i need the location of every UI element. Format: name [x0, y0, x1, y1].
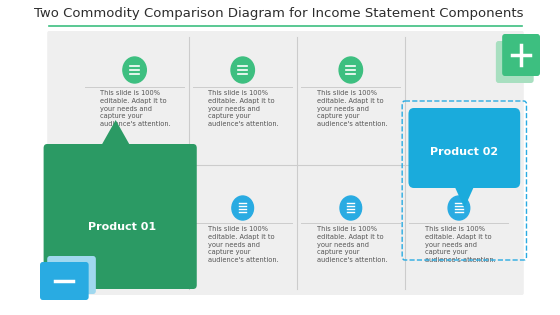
FancyBboxPatch shape — [408, 108, 520, 188]
FancyBboxPatch shape — [47, 31, 524, 295]
FancyBboxPatch shape — [47, 256, 96, 294]
Circle shape — [232, 196, 254, 220]
Text: Product 02: Product 02 — [430, 147, 498, 157]
Polygon shape — [88, 120, 143, 168]
Polygon shape — [452, 180, 477, 208]
FancyBboxPatch shape — [496, 41, 534, 83]
Text: This slide is 100%
editable. Adapt it to
your needs and
capture your
audience's : This slide is 100% editable. Adapt it to… — [424, 226, 496, 263]
Text: Two Commodity Comparison Diagram for Income Statement Components: Two Commodity Comparison Diagram for Inc… — [34, 8, 524, 20]
Circle shape — [339, 57, 362, 83]
FancyBboxPatch shape — [44, 144, 197, 289]
Circle shape — [340, 196, 362, 220]
Text: This slide is 100%
editable. Adapt it to
your needs and
capture your
audience's : This slide is 100% editable. Adapt it to… — [316, 90, 388, 127]
Text: This slide is 100%
editable. Adapt it to
your needs and
capture your
audience's : This slide is 100% editable. Adapt it to… — [316, 226, 388, 263]
Text: This slide is 100%
editable. Adapt it to
your needs and
capture your
audience's : This slide is 100% editable. Adapt it to… — [100, 90, 171, 127]
Text: This slide is 100%
editable. Adapt it to
your needs and
capture your
audience's : This slide is 100% editable. Adapt it to… — [208, 90, 279, 127]
Circle shape — [448, 196, 470, 220]
FancyBboxPatch shape — [40, 262, 88, 300]
Circle shape — [123, 57, 146, 83]
FancyBboxPatch shape — [502, 34, 540, 76]
Text: This slide is 100%
editable. Adapt it to
your needs and
capture your
audience's : This slide is 100% editable. Adapt it to… — [208, 226, 279, 263]
Circle shape — [231, 57, 254, 83]
Text: Product 01: Product 01 — [88, 221, 156, 232]
